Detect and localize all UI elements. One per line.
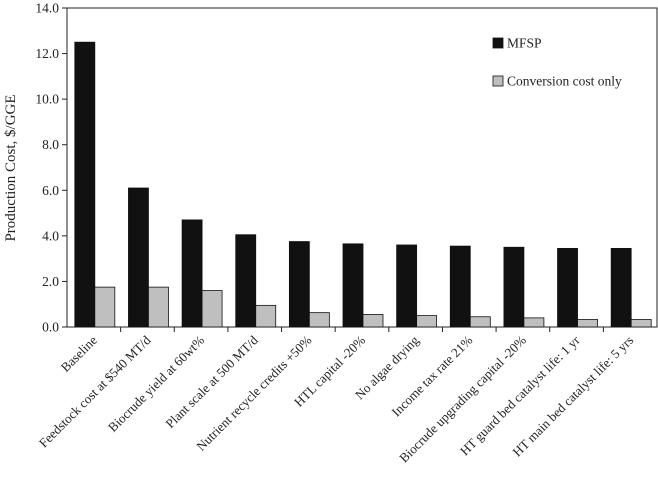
legend-label: MFSP <box>507 36 542 51</box>
y-tick-label: 8.0 <box>42 137 59 152</box>
category-label: Plant scale at 500 MT/d <box>162 332 261 431</box>
bar-mfsp <box>288 241 310 328</box>
bar-conversion-cost <box>94 286 116 328</box>
bar-conversion-cost <box>362 314 384 328</box>
bar-mfsp <box>610 247 632 328</box>
y-tick-label: 6.0 <box>42 183 59 198</box>
bar-conversion-cost <box>523 317 545 328</box>
bar-conversion-cost <box>630 319 652 328</box>
legend-swatch <box>492 37 504 49</box>
y-axis-title: Production Cost, $/GGE <box>3 94 19 241</box>
legend-swatch <box>492 75 504 87</box>
bar-mfsp <box>503 246 525 328</box>
bar-mfsp <box>74 41 96 328</box>
y-tick-label: 2.0 <box>42 274 59 289</box>
bar-mfsp <box>396 244 418 328</box>
y-tick-label: 4.0 <box>42 228 59 243</box>
category-label: Feedstock cost at $540 MT/d <box>36 332 154 450</box>
legend: MFSP Conversion cost only <box>492 36 622 89</box>
bar-conversion-cost <box>255 304 277 328</box>
y-tick-label: 10.0 <box>35 92 59 107</box>
category-label: Biocrude yield at 60wt% <box>105 332 207 434</box>
y-tick-label: 14.0 <box>35 1 59 16</box>
bar-mfsp <box>235 234 257 328</box>
bar-mfsp <box>449 245 471 328</box>
bar-conversion-cost <box>308 312 330 328</box>
bar-mfsp <box>557 247 578 328</box>
bar-conversion-cost <box>148 286 169 328</box>
bar-mfsp <box>181 219 203 328</box>
plot-area: 0.0 2.0 4.0 6.0 8.0 10.0 12.0 14.0 BaselineFeeds… <box>35 1 658 465</box>
category-label: Baseline <box>58 332 100 374</box>
bar-mfsp <box>342 243 364 328</box>
y-tick-label: 12.0 <box>35 46 59 61</box>
bar-conversion-cost <box>201 290 223 328</box>
y-tick-label: 0.0 <box>42 320 59 335</box>
bar-conversion-cost <box>469 316 491 328</box>
bar-conversion-cost <box>577 319 598 328</box>
bar-mfsp <box>128 187 149 328</box>
bar-conversion-cost <box>416 315 438 328</box>
legend-label: Conversion cost only <box>507 74 622 89</box>
